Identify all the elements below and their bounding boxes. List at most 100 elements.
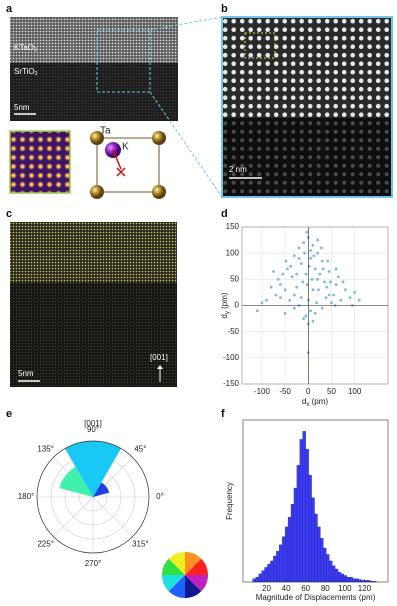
atom-label: Ta — [100, 126, 111, 137]
point — [281, 272, 285, 276]
point — [311, 243, 315, 247]
scale-label: 5nm — [14, 103, 30, 112]
point — [316, 277, 319, 281]
x-tick-label: 0 — [306, 387, 311, 396]
point — [312, 254, 316, 258]
bar — [314, 513, 318, 583]
bar — [317, 526, 321, 583]
point — [327, 270, 331, 273]
point — [290, 275, 294, 279]
x-tick-label: -50 — [279, 387, 291, 396]
angle-label: 180° — [18, 492, 35, 501]
point — [316, 238, 319, 242]
point — [309, 257, 312, 260]
map-image-bottom — [10, 283, 177, 387]
y-tick-label: 0 — [235, 301, 240, 310]
bar — [258, 573, 262, 583]
wheel-slice — [185, 558, 208, 575]
point — [313, 311, 317, 315]
bar — [264, 567, 268, 583]
direction-label: [001] — [150, 353, 168, 362]
bar — [349, 576, 353, 583]
point — [279, 296, 282, 300]
label-part: KTaO — [14, 43, 34, 52]
point — [324, 296, 328, 300]
zoom-box — [96, 29, 151, 93]
bar — [276, 551, 280, 583]
y-tick-label: -100 — [223, 353, 240, 362]
point — [301, 280, 305, 284]
bar — [287, 517, 292, 583]
y-tick-label: -50 — [227, 327, 239, 336]
point — [319, 246, 323, 250]
bar — [326, 554, 330, 583]
point — [299, 262, 303, 266]
point — [302, 317, 306, 320]
y-axis-label: Frequency — [225, 482, 234, 520]
point — [332, 293, 336, 297]
point — [326, 259, 330, 263]
bar — [279, 544, 283, 583]
point — [329, 280, 332, 284]
polar-frame — [36, 440, 150, 554]
x-tick-label: -100 — [254, 387, 271, 396]
wheel-slice — [168, 575, 185, 598]
bar — [296, 465, 300, 583]
point — [305, 230, 309, 234]
lattice-inset — [9, 130, 71, 194]
zoom-line — [149, 91, 223, 198]
point — [279, 283, 282, 286]
angle-label: 270° — [85, 559, 102, 568]
zoom-image-top — [222, 17, 392, 118]
point — [269, 285, 273, 289]
atom-label: K — [122, 142, 129, 153]
angle-label: 0° — [156, 492, 164, 501]
x-tick-label: 120 — [358, 584, 372, 593]
point — [297, 246, 301, 250]
label-part: SrTiO — [14, 67, 35, 76]
label-part: 3 — [34, 47, 37, 53]
x-axis-label: Magnitude of Displacements (pm) — [256, 593, 376, 602]
plot-frame — [242, 419, 389, 583]
scale-label: 5nm — [18, 369, 34, 378]
point — [295, 285, 299, 289]
point — [255, 309, 259, 313]
bar — [267, 564, 271, 583]
map-image-top — [10, 222, 177, 283]
x-tick-label: 100 — [338, 584, 352, 593]
wedge — [93, 482, 110, 497]
wheel-slice — [185, 575, 202, 598]
bar — [332, 565, 336, 583]
label-part: 3 — [35, 71, 38, 77]
point — [339, 298, 343, 302]
bar — [302, 431, 306, 583]
point — [304, 272, 308, 276]
bar — [282, 536, 286, 583]
bar — [355, 578, 359, 583]
point — [313, 267, 317, 271]
point — [327, 293, 331, 297]
x-tick-label: 60 — [301, 584, 310, 593]
zoom-line — [149, 16, 223, 31]
grid-spoke — [92, 496, 133, 537]
atom — [90, 131, 104, 145]
wedge — [65, 441, 121, 497]
point — [295, 272, 299, 276]
point — [357, 298, 361, 302]
point — [286, 267, 289, 271]
bar — [273, 555, 277, 583]
bar — [270, 560, 274, 583]
panel-label: f — [221, 408, 225, 420]
x-tick-label: 40 — [282, 584, 291, 593]
label-part: y — [225, 311, 231, 314]
panel-label: e — [6, 408, 12, 420]
bar — [334, 568, 339, 583]
atom — [152, 185, 166, 199]
bar — [337, 572, 342, 583]
wheel-slice — [185, 552, 202, 575]
bar — [308, 474, 312, 583]
y-tick-label: 100 — [226, 248, 240, 257]
bar — [305, 449, 309, 583]
point — [309, 249, 312, 252]
